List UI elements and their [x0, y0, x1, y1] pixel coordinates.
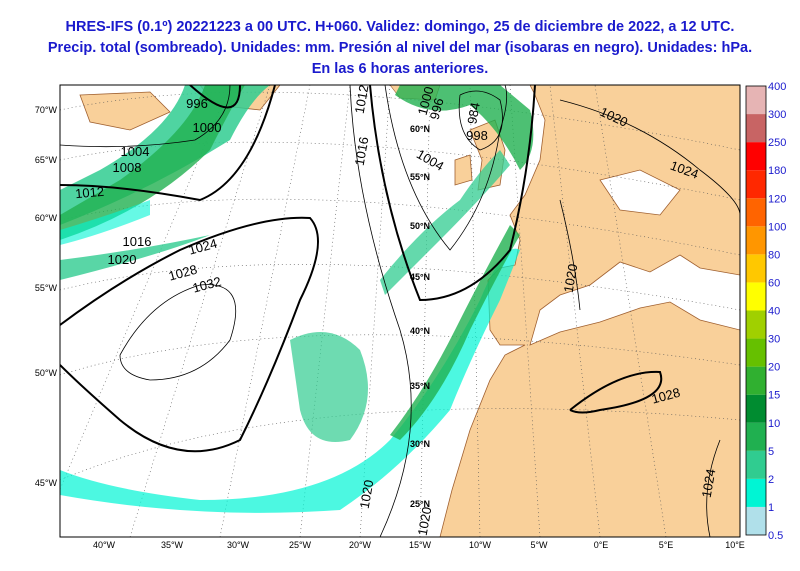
isobar-label: 1004 — [121, 144, 150, 159]
isobar-label: 1020 — [561, 263, 581, 294]
title-line: HRES-IFS (0.1º) 20221223 a 00 UTC. H+060… — [66, 19, 735, 35]
isobar-label: 1016 — [352, 136, 372, 167]
meridian-label: 10°W — [469, 540, 492, 550]
parallel-label: 40°N — [410, 326, 430, 336]
meridian-label: 20°W — [349, 540, 372, 550]
colorbar-swatch — [746, 506, 766, 535]
colorbar-swatch — [746, 394, 766, 423]
meridian-label: 35°W — [161, 540, 184, 550]
colorbar-label: 0.5 — [768, 530, 783, 542]
colorbar-swatch — [746, 310, 766, 339]
colorbar-label: 80 — [768, 249, 780, 261]
isobar-label: 1016 — [123, 234, 152, 249]
colorbar-label: 60 — [768, 277, 780, 289]
colorbar-swatch — [746, 170, 766, 199]
colorbar-label: 10 — [768, 418, 780, 430]
isobar-label: 998 — [466, 128, 488, 143]
parallel-label: 50°N — [410, 221, 430, 231]
colorbar-swatch — [746, 338, 766, 367]
colorbar-swatch — [746, 142, 766, 171]
meridian-label: 5°E — [659, 540, 674, 550]
colorbar-label: 250 — [768, 137, 786, 149]
latitude-label: 60°W — [35, 213, 58, 223]
title-line: En las 6 horas anteriores. — [312, 61, 489, 77]
isobar-label: 1032 — [191, 274, 223, 296]
isobar-label: 1028 — [650, 385, 682, 407]
colorbar-label: 1 — [768, 502, 774, 514]
meridian-label: 40°W — [93, 540, 116, 550]
colorbar-label: 100 — [768, 221, 786, 233]
colorbar-swatch — [746, 114, 766, 143]
colorbar-swatch — [746, 226, 766, 255]
colorbar-swatch — [746, 282, 766, 311]
colorbar-label: 30 — [768, 334, 780, 346]
isobar-label: 1020 — [415, 506, 435, 537]
parallel-label: 25°N — [410, 499, 430, 509]
sea — [529, 254, 740, 346]
isobar-label: 996 — [427, 96, 447, 121]
title-line: Precip. total (sombreado). Unidades: mm.… — [48, 40, 752, 56]
colorbar-swatch — [746, 254, 766, 283]
isobar-label: 1020 — [357, 479, 377, 510]
meridian-label: 5°W — [530, 540, 548, 550]
isobar-label: 1012 — [352, 84, 372, 115]
colorbar-label: 40 — [768, 306, 780, 318]
colorbar-label: 2 — [768, 474, 774, 486]
colorbar-frame — [745, 85, 767, 536]
meridian-label: 0°E — [594, 540, 609, 550]
meridian-label: 25°W — [289, 540, 312, 550]
isobar-label: 1024 — [699, 468, 719, 499]
isobar-label: 1024 — [187, 236, 219, 258]
parallel-label: 55°N — [410, 172, 430, 182]
meridian-label: 30°W — [227, 540, 250, 550]
colorbar-swatch — [746, 478, 766, 507]
sea — [599, 169, 681, 216]
colorbar-swatch — [746, 198, 766, 227]
parallel-label: 60°N — [410, 124, 430, 134]
colorbar: 0.5 1 2 5 10 15 20 30 40 60 80 100 120 180 250 300 400 — [745, 81, 786, 542]
isobar-label: 1000 — [415, 85, 437, 117]
isobar-label: 1000 — [193, 120, 222, 135]
precipitation — [60, 85, 534, 513]
colorbar-label: 15 — [768, 390, 780, 402]
colorbar-swatch — [746, 366, 766, 395]
isobars — [60, 85, 740, 537]
parallel-label: 45°N — [410, 272, 430, 282]
latitude-label: 45°W — [35, 478, 58, 488]
isobar-label: 1020 — [108, 252, 137, 267]
isobar-label: 996 — [186, 96, 208, 111]
colorbar-label: 180 — [768, 165, 786, 177]
latitude-label: 50°W — [35, 368, 58, 378]
latitude-label: 65°W — [35, 155, 58, 165]
parallel-label: 30°N — [410, 439, 430, 449]
latitude-label: 70°W — [35, 105, 58, 115]
colorbar-label: 120 — [768, 193, 786, 205]
latitude-label: 55°W — [35, 283, 58, 293]
colorbar-label: 5 — [768, 446, 774, 458]
isobar-label: 1008 — [113, 160, 142, 175]
colorbar-swatch — [746, 422, 766, 451]
isobar-label: 1012 — [75, 184, 105, 201]
colorbar-label: 300 — [768, 109, 786, 121]
map-area — [60, 85, 740, 537]
colorbar-label: 20 — [768, 362, 780, 374]
meridian-label: 15°W — [409, 540, 432, 550]
colorbar-swatch — [746, 86, 766, 115]
colorbar-swatch — [746, 450, 766, 479]
meridian-label: 10°E — [725, 540, 745, 550]
isobar-label: 984 — [464, 101, 483, 125]
colorbar-label: 400 — [768, 81, 786, 93]
isobar-label: 1028 — [167, 262, 199, 284]
parallel-label: 35°N — [410, 381, 430, 391]
map-frame — [59, 84, 741, 538]
